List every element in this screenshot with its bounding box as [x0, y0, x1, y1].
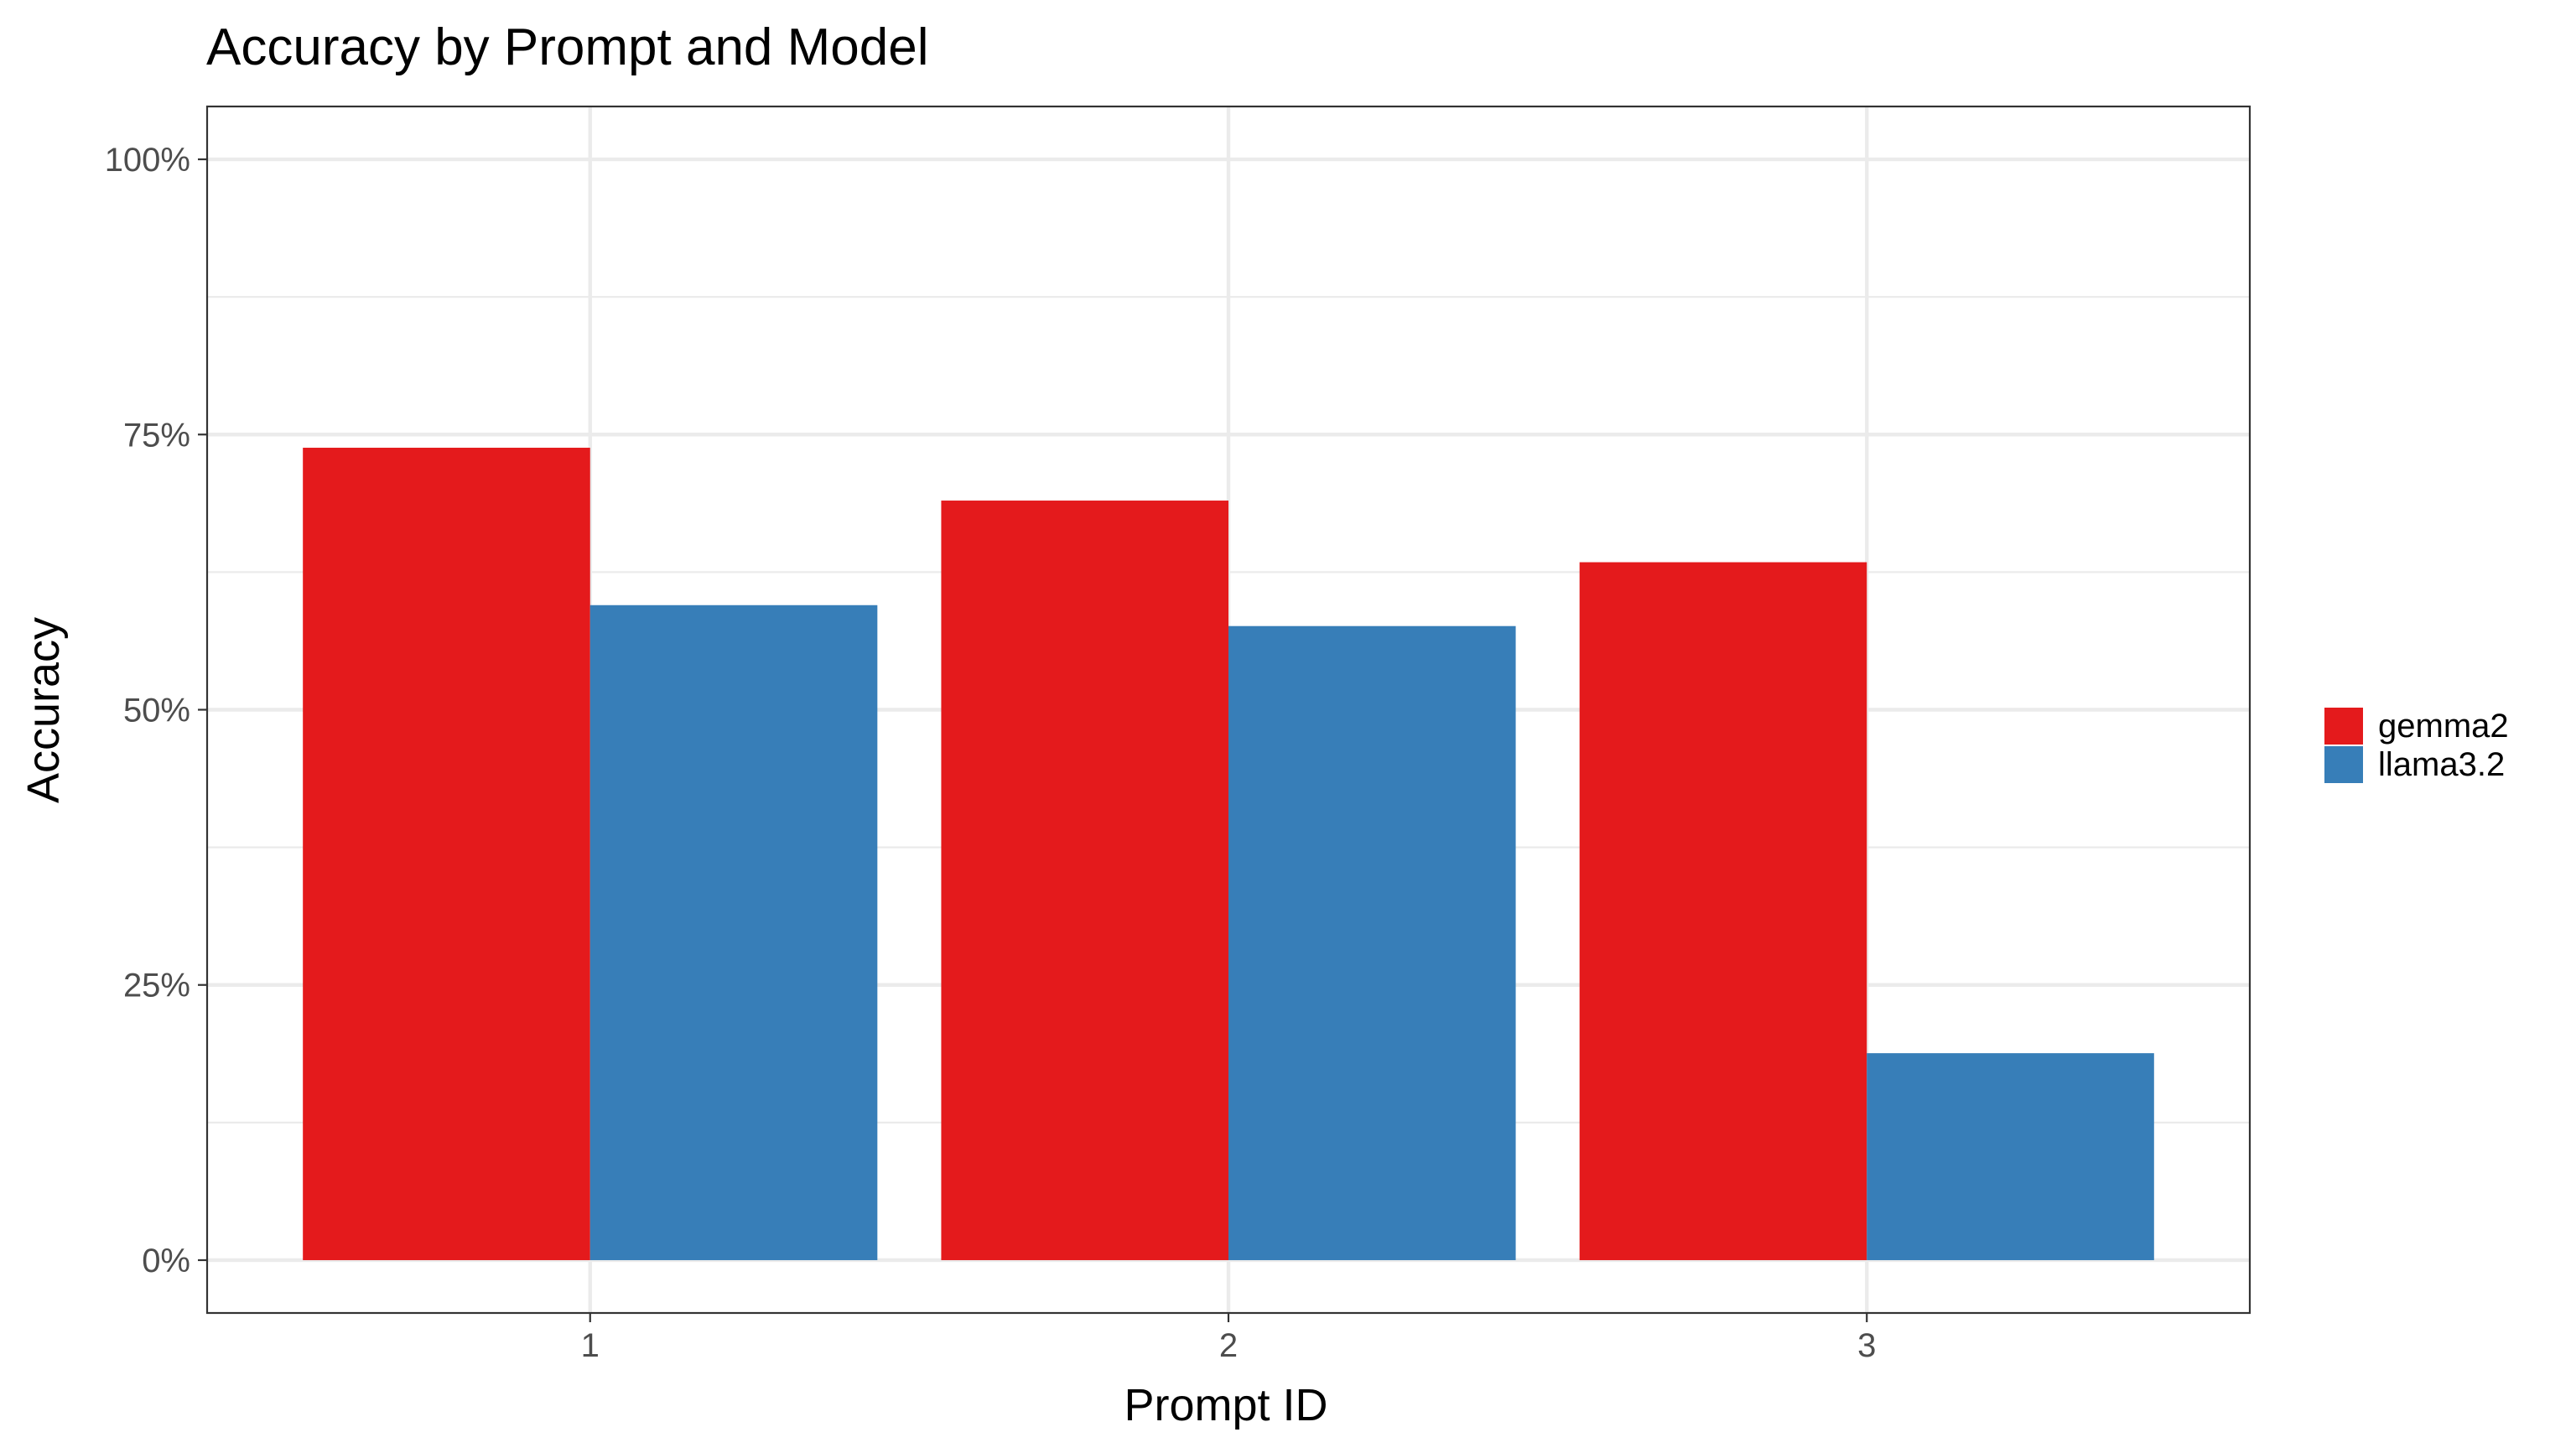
- legend-label-gemma2: gemma2: [2378, 708, 2509, 745]
- y-tick-label: 0%: [142, 1243, 190, 1279]
- bar-gemma2-prompt-2: [941, 501, 1228, 1260]
- chart-title: Accuracy by Prompt and Model: [206, 18, 929, 76]
- bar-gemma2-prompt-1: [303, 448, 590, 1260]
- y-axis: 0% 25% 50% 75% 100%: [105, 142, 207, 1279]
- legend-key-llama3.2: [2324, 746, 2363, 783]
- x-axis-title: Prompt ID: [1124, 1380, 1327, 1430]
- x-tick-label: 1: [581, 1327, 600, 1364]
- y-tick-label: 75%: [123, 417, 190, 454]
- y-tick-label: 25%: [123, 968, 190, 1004]
- y-axis-title: Accuracy: [18, 617, 69, 803]
- x-tick-label: 3: [1857, 1327, 1876, 1364]
- legend-label-llama3.2: llama3.2: [2378, 746, 2505, 783]
- bar-llama3.2-prompt-3: [1867, 1053, 2154, 1260]
- bar-llama3.2-prompt-2: [1228, 625, 1516, 1260]
- x-tick-label: 2: [1219, 1327, 1238, 1364]
- bar-llama3.2-prompt-1: [589, 605, 878, 1260]
- y-tick-label: 100%: [105, 142, 190, 179]
- x-axis: 1 2 3: [581, 1313, 1876, 1364]
- legend-key-gemma2: [2324, 708, 2363, 745]
- bars: [303, 448, 2154, 1260]
- y-tick-label: 50%: [123, 693, 190, 729]
- bar-gemma2-prompt-3: [1579, 562, 1867, 1260]
